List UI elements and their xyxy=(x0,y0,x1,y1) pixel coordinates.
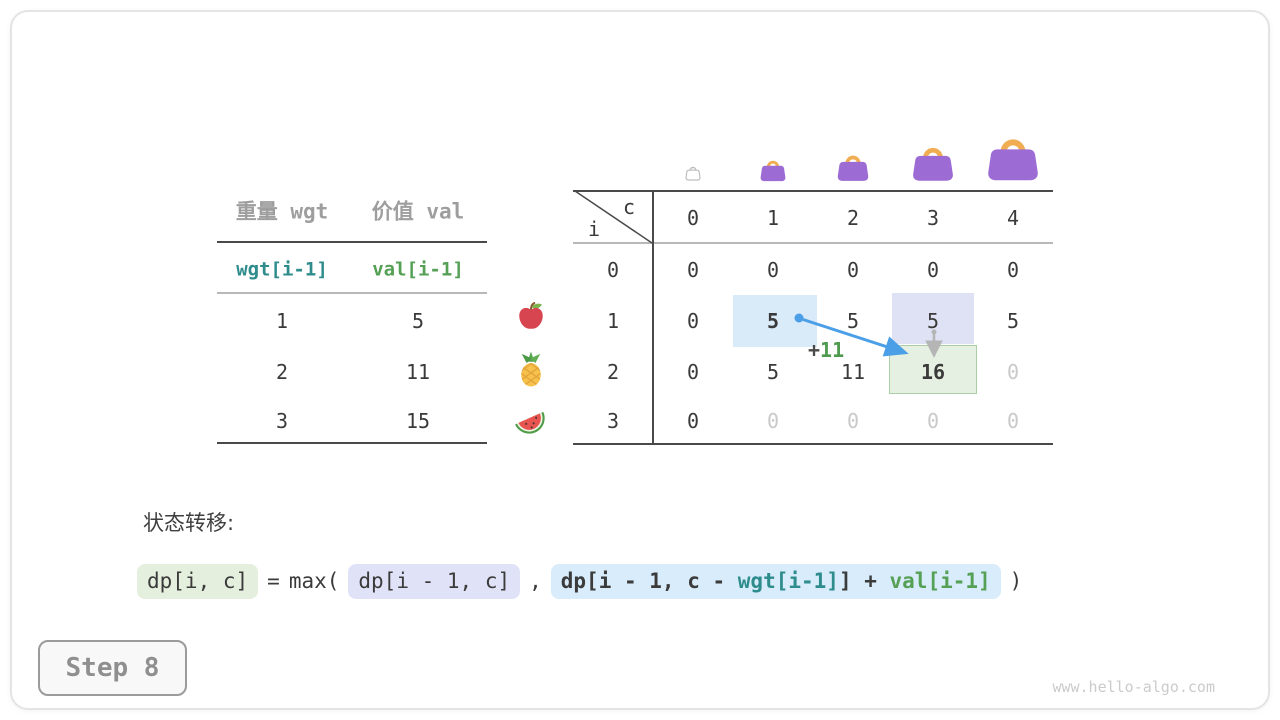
website-watermark: www.hello-algo.com xyxy=(1052,678,1215,696)
bag-xlarge-icon xyxy=(987,132,1039,186)
items-col-header-weight: 重量 wgt xyxy=(235,199,329,224)
formula-comma: , xyxy=(529,569,542,593)
dp-corner-row-var: i xyxy=(587,217,601,241)
diagram-card xyxy=(10,10,1270,710)
added-value: 11 xyxy=(820,338,845,362)
dp-cell: 11 xyxy=(840,360,866,384)
dp-col-header: 1 xyxy=(766,206,780,230)
dp-col-header: 3 xyxy=(926,206,940,230)
formula-max-open: max( xyxy=(288,569,340,593)
formula-equals: = xyxy=(267,569,280,593)
dp-cell: 0 xyxy=(686,258,700,282)
dp-row-header: 3 xyxy=(606,409,620,433)
formula-arg2-prefix: dp[i - 1, c - xyxy=(560,568,738,593)
dp-col-header: 4 xyxy=(1006,206,1020,230)
apple-icon xyxy=(516,301,546,335)
dp-cell-pending: 0 xyxy=(846,409,860,433)
formula-arg2-wgt: wgt[i-1] xyxy=(737,568,839,593)
items-var-val: val[i-1] xyxy=(372,258,464,281)
state-transition-formula: dp[i, c] = max( dp[i - 1, c] , dp[i - 1,… xyxy=(137,560,1022,602)
formula-arg2-val: val[i-1] xyxy=(889,568,991,593)
items-table-rule-mid xyxy=(217,292,487,294)
dp-cell-pending: 0 xyxy=(1006,409,1020,433)
dp-cell: 0 xyxy=(1006,258,1020,282)
dp-cell: 0 xyxy=(686,360,700,384)
dp-col-header: 0 xyxy=(686,206,700,230)
add-value-annotation: +11 xyxy=(808,338,844,362)
items-table-rule-top xyxy=(217,241,487,243)
dp-row-header: 2 xyxy=(606,360,620,384)
dp-corner-col-var: c xyxy=(622,195,636,219)
bag-small-icon xyxy=(760,157,786,186)
bag-medium-icon xyxy=(837,151,869,186)
dp-row-header: 1 xyxy=(606,309,620,333)
formula-close-paren: ) xyxy=(1009,569,1023,593)
dp-cell: 0 xyxy=(926,258,940,282)
dp-cell-pending: 0 xyxy=(926,409,940,433)
dp-table-rule-header xyxy=(573,242,1053,244)
dp-cell: 0 xyxy=(686,309,700,333)
dp-cell: 0 xyxy=(766,258,780,282)
dp-table-rule-bottom xyxy=(573,443,1053,445)
dp-cell: 0 xyxy=(846,258,860,282)
dp-cell-pending: 0 xyxy=(1006,360,1020,384)
bag-large-icon xyxy=(912,142,954,186)
formula-arg2-chip: dp[i - 1, c - wgt[i-1]] + val[i-1] xyxy=(550,563,1001,599)
dp-table-rule-top xyxy=(573,190,1053,192)
dp-col-header: 2 xyxy=(846,206,860,230)
item-value: 15 xyxy=(405,409,431,433)
dp-cell-result: 16 xyxy=(920,360,946,384)
items-table-rule-bottom xyxy=(217,442,487,444)
watermelon-icon xyxy=(512,405,548,442)
item-weight: 1 xyxy=(275,309,289,333)
items-var-wgt: wgt[i-1] xyxy=(236,258,328,281)
plus-sign: + xyxy=(808,338,821,362)
pineapple-icon xyxy=(515,351,547,392)
dp-cell: 0 xyxy=(686,409,700,433)
items-col-header-value: 价值 val xyxy=(371,199,465,224)
dp-row-header: 0 xyxy=(606,258,620,282)
formula-arg1-chip: dp[i - 1, c] xyxy=(348,563,521,599)
dp-table-rule-vertical xyxy=(652,190,654,445)
item-value: 5 xyxy=(411,309,425,333)
item-weight: 2 xyxy=(275,360,289,384)
dp-cell: 5 xyxy=(846,309,860,333)
dp-cell-source: 5 xyxy=(766,309,780,333)
formula-lhs-chip: dp[i, c] xyxy=(137,563,259,599)
state-transition-label: 状态转移: xyxy=(143,511,235,535)
formula-arg2-mid: ] + xyxy=(838,568,890,593)
step-badge: Step 8 xyxy=(38,640,187,696)
item-weight: 3 xyxy=(275,409,289,433)
dp-cell-source: 5 xyxy=(926,309,940,333)
dp-cell-pending: 0 xyxy=(766,409,780,433)
dp-cell: 5 xyxy=(766,360,780,384)
bag-empty-icon xyxy=(685,163,701,185)
dp-cell: 5 xyxy=(1006,309,1020,333)
item-value: 11 xyxy=(405,360,431,384)
